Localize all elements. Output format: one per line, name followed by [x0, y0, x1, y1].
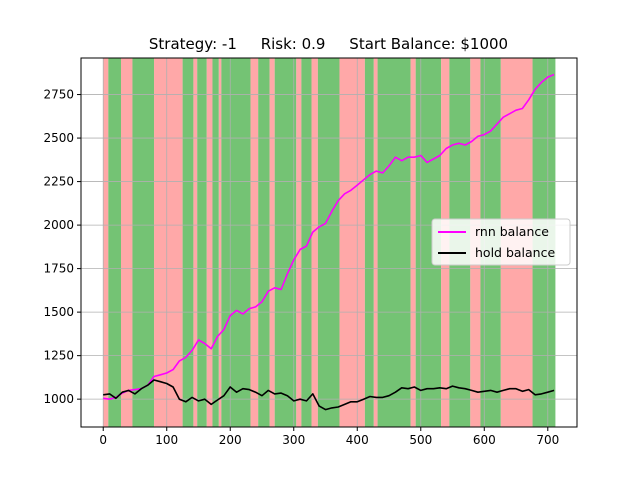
region-buy-7	[197, 58, 207, 427]
series-line-hold-balance	[103, 379, 555, 411]
axes-frame	[80, 57, 578, 428]
region-sell-18	[311, 58, 318, 427]
region-buy-23	[377, 58, 411, 427]
region-sell-24	[410, 58, 416, 427]
region-buy-17	[301, 58, 312, 427]
x-tick-label: 700	[536, 433, 559, 447]
legend: rnn balance hold balance	[431, 218, 571, 266]
series-line-rnn-balance	[103, 73, 555, 401]
region-buy-15	[274, 58, 297, 427]
series-lines	[103, 73, 555, 411]
grid-lines	[81, 58, 577, 427]
region-buy-9	[212, 58, 219, 427]
legend-label-hold: hold balance	[475, 245, 555, 260]
region-sell-2	[121, 58, 133, 427]
y-tick-label: 2250	[43, 175, 74, 189]
legend-box	[431, 218, 571, 266]
region-sell-14	[269, 58, 275, 427]
region-sell-8	[206, 58, 213, 427]
region-sell-4	[154, 58, 183, 427]
y-tick-label: 2750	[43, 88, 74, 102]
region-sell-0	[103, 58, 109, 427]
y-tick-label: 1250	[43, 349, 74, 363]
x-axis: 0 100 200 300 400 500 600 700	[99, 427, 559, 447]
y-axis: 1000 1250 1500 1750 2000 2250 2500 2750	[43, 88, 81, 406]
region-sell-16	[296, 58, 302, 427]
region-sell-10	[218, 58, 222, 427]
y-tick-label: 1000	[43, 392, 74, 406]
x-tick-label: 600	[473, 433, 496, 447]
y-tick-label: 1750	[43, 262, 74, 276]
region-buy-3	[132, 58, 155, 427]
region-buy-1	[108, 58, 122, 427]
chart-title: Strategy: -1 Risk: 0.9 Start Balance: $1…	[149, 35, 508, 53]
region-buy-13	[258, 58, 270, 427]
y-tick-label: 2000	[43, 218, 74, 232]
x-tick-label: 200	[219, 433, 242, 447]
region-buy-5	[182, 58, 194, 427]
y-tick-label: 2500	[43, 131, 74, 145]
x-tick-label: 400	[346, 433, 369, 447]
legend-label-rnn: rnn balance	[475, 224, 549, 239]
region-sell-22	[373, 58, 378, 427]
region-sell-20	[339, 58, 365, 427]
region-buy-21	[364, 58, 374, 427]
region-sell-6	[193, 58, 198, 427]
x-tick-label: 0	[99, 433, 107, 447]
x-tick-label: 100	[155, 433, 178, 447]
region-buy-19	[317, 58, 340, 427]
region-buy-11	[221, 58, 251, 427]
x-tick-label: 500	[409, 433, 432, 447]
y-tick-label: 1500	[43, 305, 74, 319]
region-sell-12	[250, 58, 259, 427]
x-tick-label: 300	[282, 433, 305, 447]
